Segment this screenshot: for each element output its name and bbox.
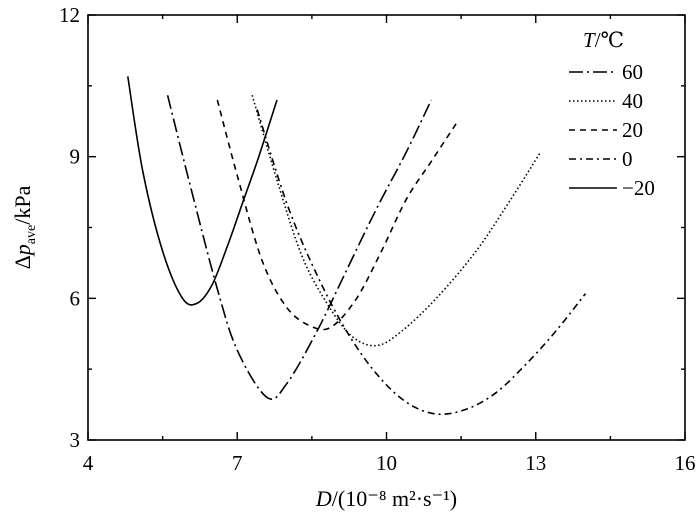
legend-label-0: 60 (622, 60, 643, 84)
plot-frame (87, 14, 686, 441)
series-line-4 (127, 76, 278, 306)
series-line-0 (166, 95, 433, 400)
plot-area: 4 7 10 13 16 3 6 9 12 (59, 3, 696, 475)
series-layer (127, 76, 587, 416)
y-tick-label: 12 (59, 3, 80, 27)
x-tick-label: 10 (376, 451, 397, 475)
x-axis-title: D/(10⁻⁸ m²·s⁻¹) (315, 486, 457, 511)
x-tick-label: 4 (83, 451, 94, 475)
y-tick-label: 6 (70, 286, 81, 310)
y-axis-title: Δpave/kPa (10, 185, 39, 269)
legend-label-2: 20 (622, 118, 643, 142)
legend-title: T/℃ (583, 28, 624, 52)
x-tick-label: 16 (675, 451, 696, 475)
legend-label-3: 0 (622, 147, 633, 171)
legend-label-1: 40 (622, 89, 643, 113)
series-line-2 (216, 99, 457, 331)
y-tick-label: 9 (70, 145, 81, 169)
x-tick-label: 13 (525, 451, 546, 475)
legend: T/℃ 60 40 20 0 −20 (569, 28, 655, 200)
x-tick-label: 7 (232, 451, 243, 475)
legend-label-4: −20 (622, 176, 655, 200)
series-line-1 (251, 95, 542, 347)
y-tick-label: 3 (70, 428, 81, 452)
series-line-3 (256, 109, 587, 416)
